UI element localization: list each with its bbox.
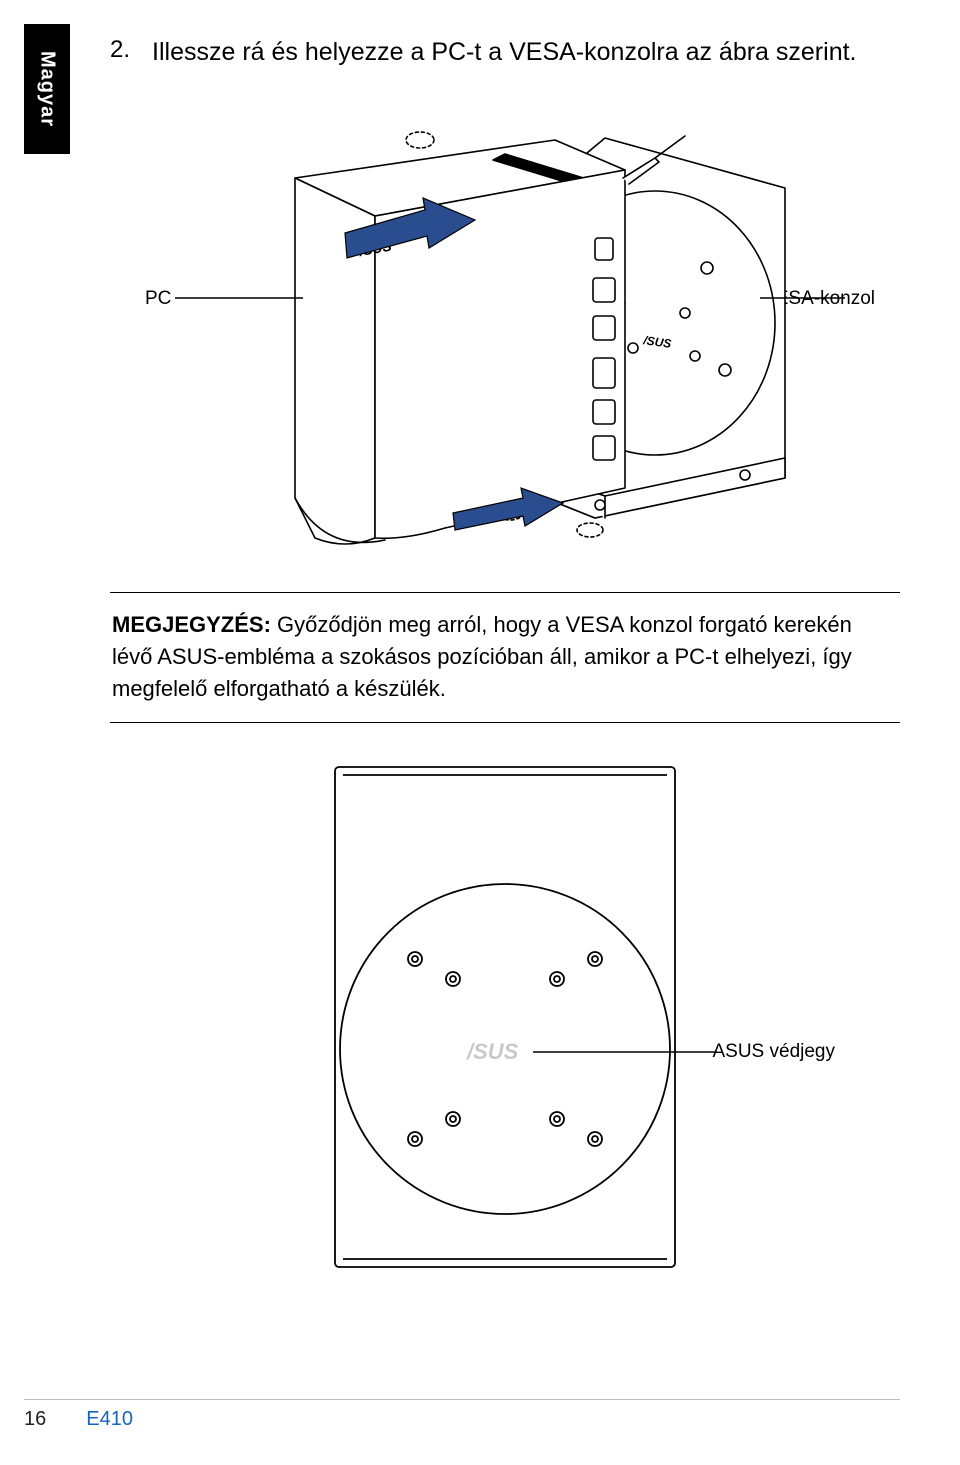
figure-pc-vesa: PC VESA-konzol (145, 98, 865, 558)
figure-vesa-front: /SUS ASUS védjegy (295, 759, 715, 1279)
page-content: 2. Illessze rá és helyezze a PC-t a VESA… (110, 36, 900, 1279)
note-label: MEGJEGYZÉS: (112, 612, 271, 637)
step-row: 2. Illessze rá és helyezze a PC-t a VESA… (110, 36, 900, 70)
page-number: 16 (24, 1408, 46, 1431)
page-footer: 16 E410 (24, 1399, 900, 1431)
language-tab-text: Magyar (36, 51, 59, 127)
step-number: 2. (110, 36, 130, 70)
asus-logo-text: /SUS (466, 1039, 519, 1064)
asus-trademark-label: ASUS védjegy (712, 1041, 835, 1063)
pc-vesa-diagram: /SUS /SUS (145, 98, 865, 558)
vesa-front-diagram: /SUS (295, 759, 715, 1279)
language-tab: Magyar (24, 24, 70, 154)
note-box: MEGJEGYZÉS: Győződjön meg arról, hogy a … (110, 592, 900, 724)
model-name: E410 (86, 1408, 133, 1431)
step-text: Illessze rá és helyezze a PC-t a VESA-ko… (152, 36, 856, 70)
